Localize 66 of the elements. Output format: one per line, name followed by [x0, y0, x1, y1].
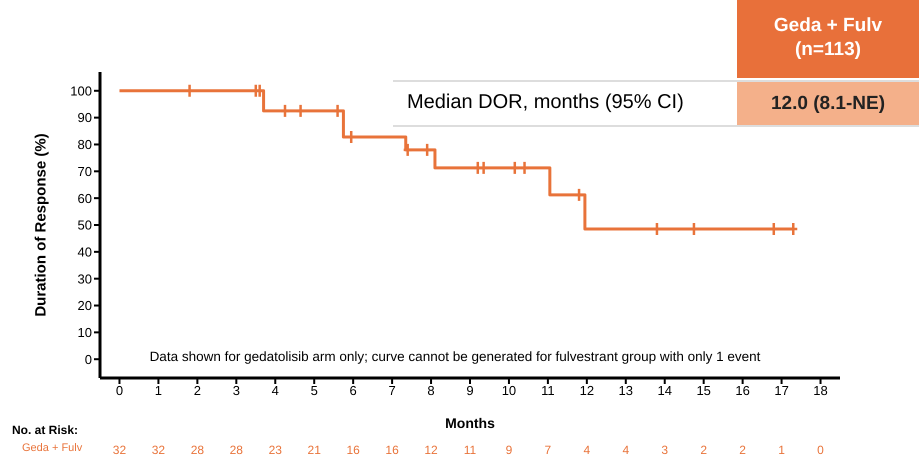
text: 0: [817, 443, 824, 456]
text: 7: [544, 443, 552, 456]
x-tick-label: 2: [194, 383, 201, 398]
text: 12: [424, 443, 438, 456]
text: 9: [506, 443, 513, 456]
table-value-cell: 12.0 (8.1-NE): [737, 82, 919, 125]
text: 4: [584, 443, 590, 456]
annotation: Median DOR, months (95% CI): [407, 91, 684, 114]
x-tick-label: 10: [502, 383, 516, 398]
point: [510, 160, 520, 176]
point: [478, 160, 489, 176]
x-tick-label: 15: [696, 383, 711, 398]
point: [402, 142, 413, 158]
x-axis-title: Months: [445, 415, 496, 431]
point: [574, 188, 584, 202]
x-tick-label: 1: [154, 383, 162, 398]
text: 4: [622, 443, 630, 456]
y-tick-label: 40: [78, 244, 92, 260]
point: [280, 104, 290, 118]
x-tick-label: 3: [232, 383, 240, 398]
text: No. at Risk:: [12, 423, 78, 437]
point: [295, 104, 306, 118]
text: 16: [346, 443, 360, 456]
text: Geda + Fulv: [22, 442, 82, 454]
text: 32: [152, 443, 166, 456]
table-header-cell: Geda + Fulv (n=113): [737, 0, 919, 78]
y-tick-label: 60: [78, 190, 92, 206]
x-tick-label: 12: [580, 383, 594, 398]
x-tick-label: 14: [658, 383, 672, 398]
text: 2: [700, 443, 708, 456]
x-tick-label: 6: [350, 383, 357, 398]
x-tick-label: 17: [774, 383, 789, 398]
x-tick-label: 4: [272, 383, 279, 398]
text: 28: [190, 443, 204, 456]
x-tick-label: 7: [388, 383, 396, 398]
x-tick-label: 0: [116, 383, 124, 398]
y-tick-label: 90: [78, 110, 92, 126]
text: 3: [661, 443, 668, 456]
y-tick-label: 0: [84, 352, 92, 367]
text: 2: [739, 443, 746, 456]
text: 16: [385, 443, 400, 456]
text: 28: [230, 443, 244, 456]
x-tick-label: 5: [310, 383, 318, 398]
y-axis-title: Duration of Response (%): [32, 133, 50, 317]
text: 21: [308, 443, 322, 456]
y-tick-label: 20: [78, 298, 92, 314]
point: [422, 142, 432, 158]
text: 11: [464, 443, 477, 456]
y-tick-label: 50: [78, 218, 92, 233]
x-tick-label: 16: [735, 383, 750, 398]
point: [519, 160, 530, 176]
y-tick-label: 80: [78, 137, 92, 152]
y-tick-label: 10: [78, 324, 92, 340]
y-tick-label: 70: [78, 164, 92, 179]
x-tick-label: 13: [618, 383, 634, 398]
text: 1: [778, 443, 786, 456]
y-tick-label: 100: [70, 83, 92, 98]
y-tick-label: 30: [78, 271, 92, 286]
x-tick-label: 11: [541, 383, 555, 398]
annotation: Data shown for gedatolisib arm only; curve cannot be generated for fulvestrant group with only 1 event: [148, 349, 762, 364]
text: 32: [112, 443, 126, 456]
point: [332, 104, 343, 118]
x-tick-label: 9: [466, 383, 474, 398]
x-tick-label: 8: [427, 383, 435, 398]
text: 23: [268, 443, 282, 456]
x-tick-label: 18: [813, 383, 828, 398]
